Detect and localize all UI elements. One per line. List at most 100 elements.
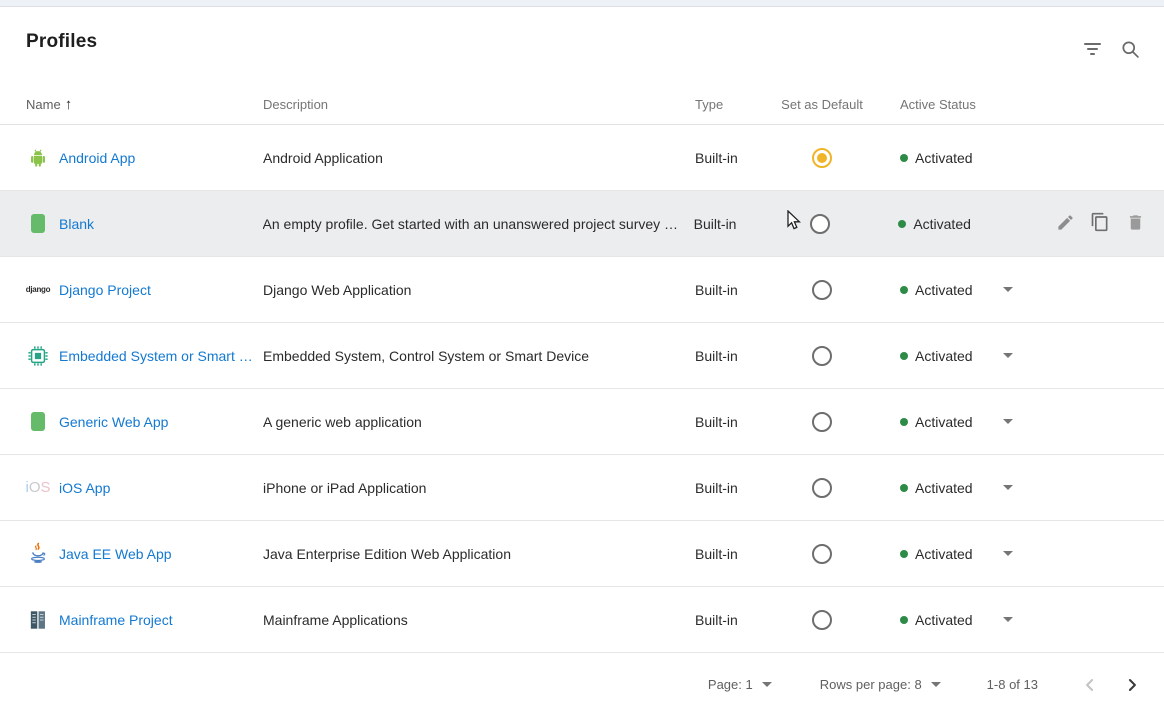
android-icon <box>26 146 50 170</box>
mainframe-icon <box>26 608 50 632</box>
status-dot <box>898 219 907 228</box>
ios-icon: iOS <box>25 479 51 496</box>
status-label: Activated <box>915 149 973 166</box>
table-row[interactable]: Generic Web App A generic web applicatio… <box>0 389 1164 455</box>
book-icon <box>26 410 50 434</box>
profile-description: Android Application <box>263 149 383 166</box>
status-dot <box>900 351 908 360</box>
status-caret-icon[interactable] <box>1002 617 1013 622</box>
set-default-radio[interactable] <box>812 543 832 564</box>
pagination-range: 1-8 of 13 <box>986 677 1038 692</box>
previous-page-button[interactable] <box>1078 673 1102 697</box>
table-row[interactable]: Mainframe Project Mainframe Applications… <box>0 587 1164 653</box>
table-row[interactable]: django Django Project Django Web Applica… <box>0 257 1164 323</box>
table-row[interactable]: Blank An empty profile. Get started with… <box>0 191 1164 257</box>
status-caret-icon[interactable] <box>1002 419 1013 424</box>
set-default-radio[interactable] <box>812 345 832 366</box>
column-header-description: Description <box>263 96 329 112</box>
profile-type: Built-in <box>695 479 738 496</box>
profile-description: An empty profile. Get started with an un… <box>262 215 679 232</box>
java-icon <box>26 542 50 566</box>
profile-description: Embedded System, Control System or Smart… <box>263 347 590 364</box>
profile-name-link[interactable]: Android App <box>59 149 136 166</box>
copy-icon <box>1090 212 1110 235</box>
status-label: Activated <box>915 479 973 496</box>
table-row[interactable]: Android App Android Application Built-in… <box>0 125 1164 191</box>
table-row[interactable]: iOS iOS App iPhone or iPad Application B… <box>0 455 1164 521</box>
profile-type: Built-in <box>695 149 738 166</box>
status-caret-icon[interactable] <box>1002 287 1013 292</box>
page-title: Profiles <box>26 31 98 52</box>
profile-name-link[interactable]: Django Project <box>59 281 151 298</box>
filter-button[interactable] <box>1080 37 1104 61</box>
status-caret-icon[interactable] <box>1002 353 1013 358</box>
copy-button[interactable] <box>1089 212 1111 235</box>
set-default-radio[interactable] <box>812 147 832 168</box>
django-icon: django <box>25 285 51 294</box>
profile-name-link[interactable]: Blank <box>59 215 95 232</box>
edit-button[interactable] <box>1054 213 1076 235</box>
page-top-strip <box>0 0 1164 7</box>
status-label: Activated <box>915 347 973 364</box>
table-row[interactable]: Java EE Web App Java Enterprise Edition … <box>0 521 1164 587</box>
book-icon <box>26 212 50 236</box>
profile-name-link[interactable]: iOS App <box>59 479 111 496</box>
profile-type: Built-in <box>695 545 738 562</box>
column-name-label: Name <box>26 96 61 112</box>
pagination-bar: Page: 1 Rows per page: 8 1-8 of 13 <box>0 653 1164 716</box>
profile-description: Java Enterprise Edition Web Application <box>263 545 511 562</box>
card-header: Profiles <box>0 7 1164 84</box>
table-header-row: Name ↑ Description Type Set as Default A… <box>0 84 1164 125</box>
filter-icon <box>1083 43 1101 55</box>
status-label: Activated <box>915 611 973 628</box>
column-header-set-as-default: Set as Default <box>781 96 863 112</box>
profile-type: Built-in <box>695 611 738 628</box>
profile-name-link[interactable]: Embedded System or Smart … <box>59 347 253 364</box>
column-header-active-status: Active Status <box>900 96 976 112</box>
status-label: Activated <box>915 413 973 430</box>
status-label: Activated <box>913 215 971 232</box>
status-label: Activated <box>915 281 973 298</box>
set-default-radio[interactable] <box>812 477 832 498</box>
status-caret-icon[interactable] <box>1002 485 1013 490</box>
profile-name-link[interactable]: Generic Web App <box>59 413 169 430</box>
profile-description: iPhone or iPad Application <box>263 479 427 496</box>
table-body: Android App Android Application Built-in… <box>0 125 1164 653</box>
status-caret-icon[interactable] <box>1002 551 1013 556</box>
status-dot <box>900 153 908 162</box>
rows-per-page-value: 8 <box>914 677 922 692</box>
status-dot <box>900 417 908 426</box>
set-default-radio[interactable] <box>812 279 832 300</box>
profile-name-link[interactable]: Mainframe Project <box>59 611 173 628</box>
profile-type: Built-in <box>695 281 738 298</box>
column-header-name[interactable]: Name ↑ <box>26 96 263 113</box>
profile-type: Built-in <box>693 215 737 232</box>
chevron-left-icon <box>1086 678 1094 691</box>
status-dot <box>900 615 908 624</box>
profile-type: Built-in <box>695 347 738 364</box>
rows-per-page-selector[interactable]: Rows per page: 8 <box>820 677 941 692</box>
next-page-button[interactable] <box>1120 673 1144 697</box>
rows-per-page-caret-icon <box>930 682 941 687</box>
profile-name-link[interactable]: Java EE Web App <box>59 545 172 562</box>
page-selector[interactable]: Page: 1 <box>708 677 772 692</box>
delete-button[interactable] <box>1124 213 1146 235</box>
page-value: 1 <box>745 677 753 692</box>
profile-description: Django Web Application <box>263 281 412 298</box>
set-default-radio[interactable] <box>812 609 832 630</box>
sort-ascending-icon: ↑ <box>64 95 73 113</box>
profile-description: A generic web application <box>263 413 422 430</box>
column-header-type: Type <box>695 96 724 112</box>
status-dot <box>900 549 908 558</box>
search-icon <box>1121 40 1139 58</box>
status-label: Activated <box>915 545 973 562</box>
chevron-right-icon <box>1128 678 1136 691</box>
profile-type: Built-in <box>695 413 738 430</box>
edit-icon <box>1056 213 1075 235</box>
table-row[interactable]: Embedded System or Smart … Embedded Syst… <box>0 323 1164 389</box>
set-default-radio[interactable] <box>810 213 831 234</box>
status-dot <box>900 483 908 492</box>
search-button[interactable] <box>1118 37 1142 61</box>
rows-per-page-label: Rows per page: <box>819 677 911 692</box>
set-default-radio[interactable] <box>812 411 832 432</box>
